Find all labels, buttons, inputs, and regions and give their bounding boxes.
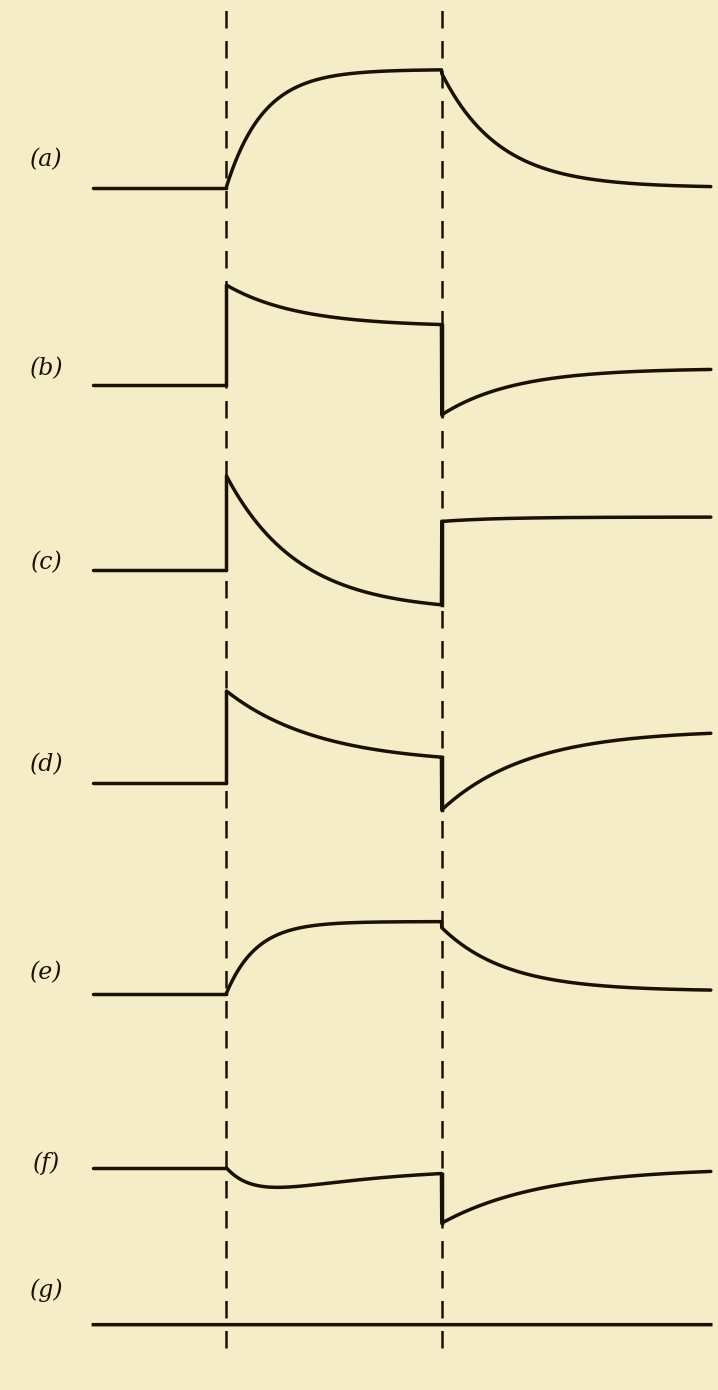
Text: (c): (c) — [31, 552, 62, 574]
Text: (f): (f) — [33, 1152, 60, 1175]
Text: (a): (a) — [30, 149, 63, 171]
Text: (g): (g) — [30, 1279, 63, 1301]
Text: (e): (e) — [30, 962, 63, 984]
Text: (d): (d) — [30, 753, 63, 776]
Text: (b): (b) — [30, 357, 63, 379]
